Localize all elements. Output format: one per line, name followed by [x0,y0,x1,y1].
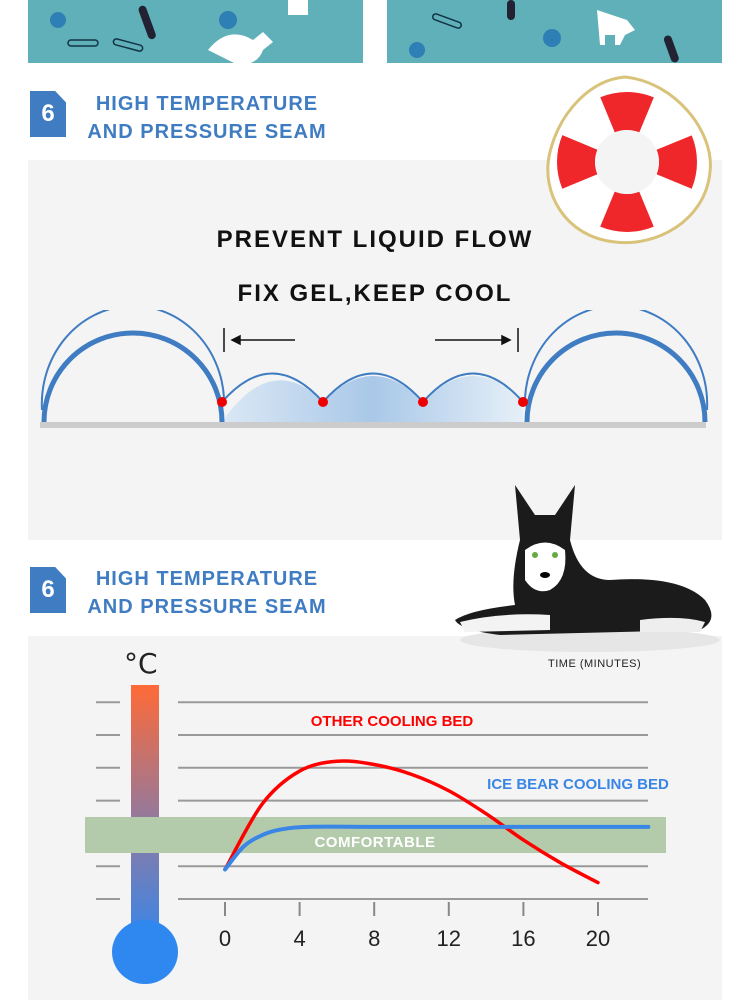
section-title: HIGH TEMPERATURE AND PRESSURE SEAM [72,90,342,146]
x-tick-label: 8 [368,926,380,951]
comfort-band [85,817,666,853]
thermometer-tube [131,685,159,935]
gel-fill [222,376,523,422]
title-line-1: HIGH TEMPERATURE [95,568,319,590]
section-number-badge: 6 [30,91,66,137]
title-line-2: AND PRESSURE SEAM [87,121,327,143]
headline-prevent-liquid-flow: PREVENT LIQUID FLOW [216,226,534,253]
thermometer-bulb [112,920,178,984]
series-label-ice-bear: ICE BEAR COOLING BED [487,776,669,793]
temperature-chart: °C COMFORTABLE 0 4 8 12 16 20 OTHER COOLING B… [85,647,669,984]
headline-fix-gel: FIX GEL,KEEP COOL [237,280,513,307]
series-label-other: OTHER COOLING BED [311,713,474,730]
fabric-photo-right [387,0,722,63]
husky-dog-photo [455,485,720,652]
fabric-photo-left [28,0,363,63]
section-title: HIGH TEMPERATURE AND PRESSURE SEAM [72,565,342,621]
series-line-0 [223,759,600,885]
lifebuoy-illustration [546,75,712,245]
x-tick-label: 12 [437,926,461,951]
section-number-badge: 6 [30,567,66,613]
x-tick-label: 20 [586,926,610,951]
comfort-band-label: COMFORTABLE [314,834,435,851]
seam-diagram [40,310,709,428]
x-tick-label: 16 [511,926,535,951]
celsius-label: °C [124,647,158,680]
x-axis-label: TIME (MINUTES) [548,658,642,670]
x-tick-label: 4 [293,926,305,951]
title-line-2: AND PRESSURE SEAM [87,596,327,618]
series-line-1 [223,824,651,872]
x-tick-label: 0 [219,926,231,951]
title-line-1: HIGH TEMPERATURE [95,93,319,115]
